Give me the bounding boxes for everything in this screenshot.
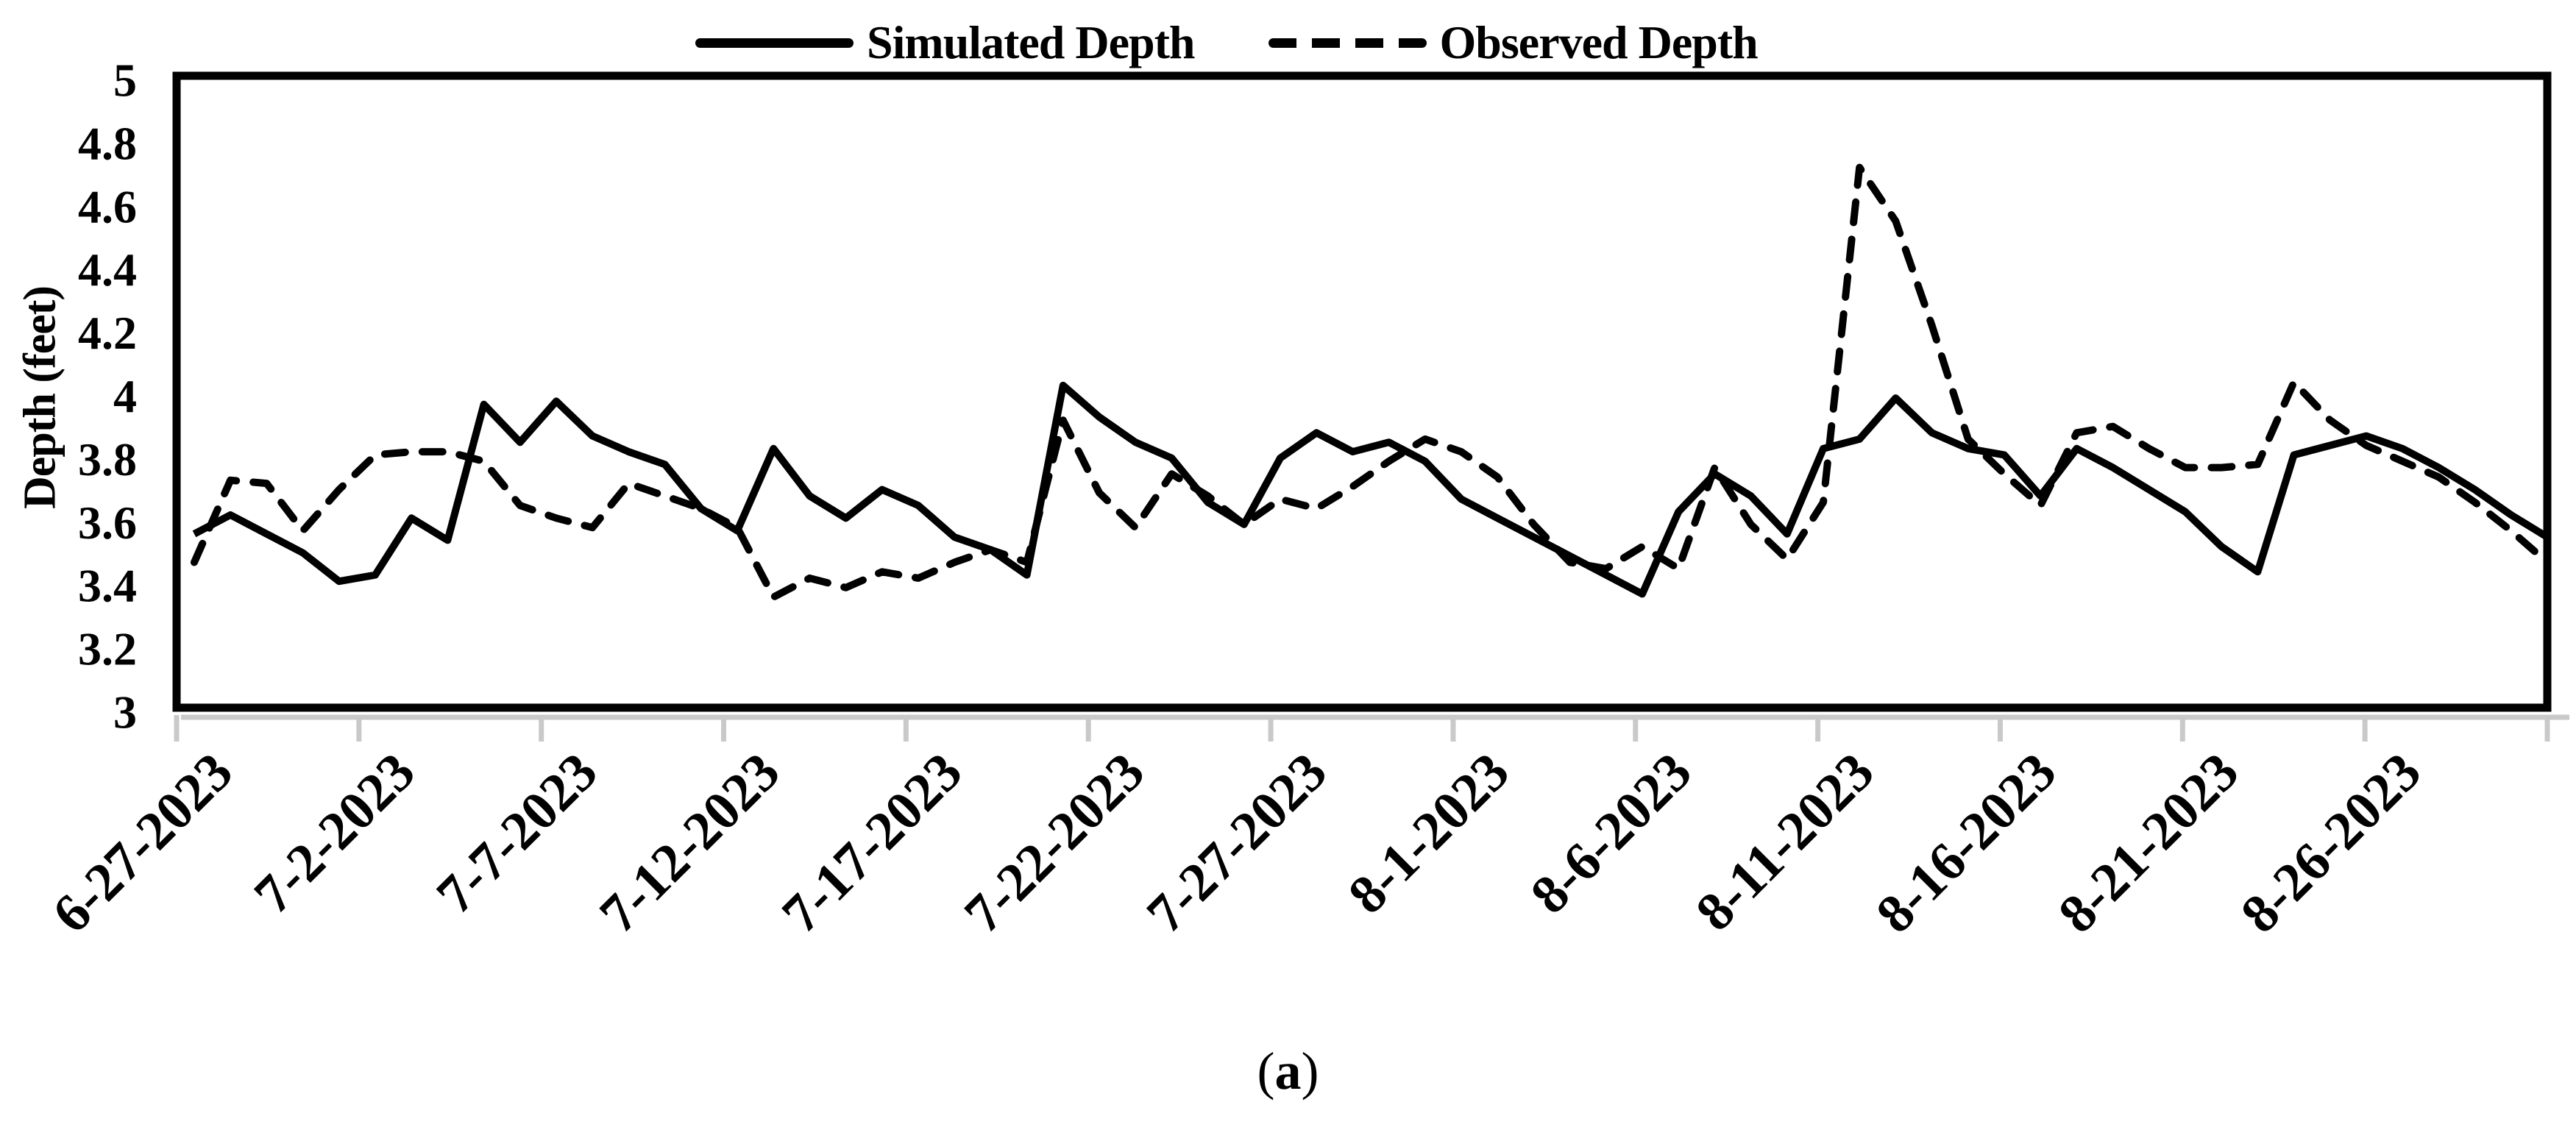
x-tick-label: 6-27-2023 bbox=[41, 742, 244, 945]
x-tick-label: 8-6-2023 bbox=[1519, 742, 1703, 925]
y-tick-label: 4.2 bbox=[78, 307, 137, 359]
y-tick-label: 3.6 bbox=[78, 497, 137, 549]
chart-legend: Simulated Depth Observed Depth bbox=[695, 13, 1759, 72]
x-tick-label: 8-1-2023 bbox=[1337, 742, 1521, 925]
simulated-depth-line bbox=[192, 381, 2550, 598]
x-tick-label: 8-21-2023 bbox=[2047, 742, 2250, 945]
x-tick-label: 7-22-2023 bbox=[953, 742, 1156, 945]
y-tick-label: 4 bbox=[113, 370, 137, 422]
observed-depth-line bbox=[191, 163, 2551, 601]
caption-open-paren: ( bbox=[1257, 1042, 1275, 1101]
y-tick-label: 3.2 bbox=[78, 623, 137, 675]
legend-label-simulated: Simulated Depth bbox=[867, 16, 1195, 68]
caption-close-paren: ) bbox=[1301, 1042, 1319, 1101]
y-tick-label: 4.8 bbox=[78, 117, 137, 169]
x-tick-label: 7-27-2023 bbox=[1135, 742, 1338, 945]
x-tick-label: 8-11-2023 bbox=[1685, 742, 1886, 942]
legend-dashed-line-icon bbox=[1268, 38, 1427, 48]
x-tick-label: 7-17-2023 bbox=[770, 742, 973, 945]
y-tick-label: 3 bbox=[113, 686, 137, 739]
y-tick-label: 5 bbox=[113, 54, 137, 107]
y-axis-title: Depth (feet) bbox=[15, 285, 65, 510]
y-tick-label: 4.4 bbox=[78, 243, 137, 296]
x-tick-label: 8-16-2023 bbox=[1865, 742, 2068, 945]
y-tick-label: 4.6 bbox=[78, 180, 137, 232]
x-tick-label: 8-26-2023 bbox=[2229, 742, 2433, 945]
x-tick-label: 7-12-2023 bbox=[589, 742, 792, 945]
plot-frame bbox=[172, 71, 2552, 712]
y-tick-label: 3.8 bbox=[78, 433, 137, 486]
figure-caption: (a) bbox=[0, 1041, 2576, 1102]
x-tick-label: 7-2-2023 bbox=[243, 742, 427, 925]
y-tick-label: 3.4 bbox=[78, 560, 137, 612]
caption-letter: a bbox=[1274, 1042, 1302, 1101]
legend-solid-line-icon bbox=[695, 38, 854, 48]
x-tick-label: 7-7-2023 bbox=[425, 742, 609, 925]
legend-label-observed: Observed Depth bbox=[1439, 16, 1759, 68]
